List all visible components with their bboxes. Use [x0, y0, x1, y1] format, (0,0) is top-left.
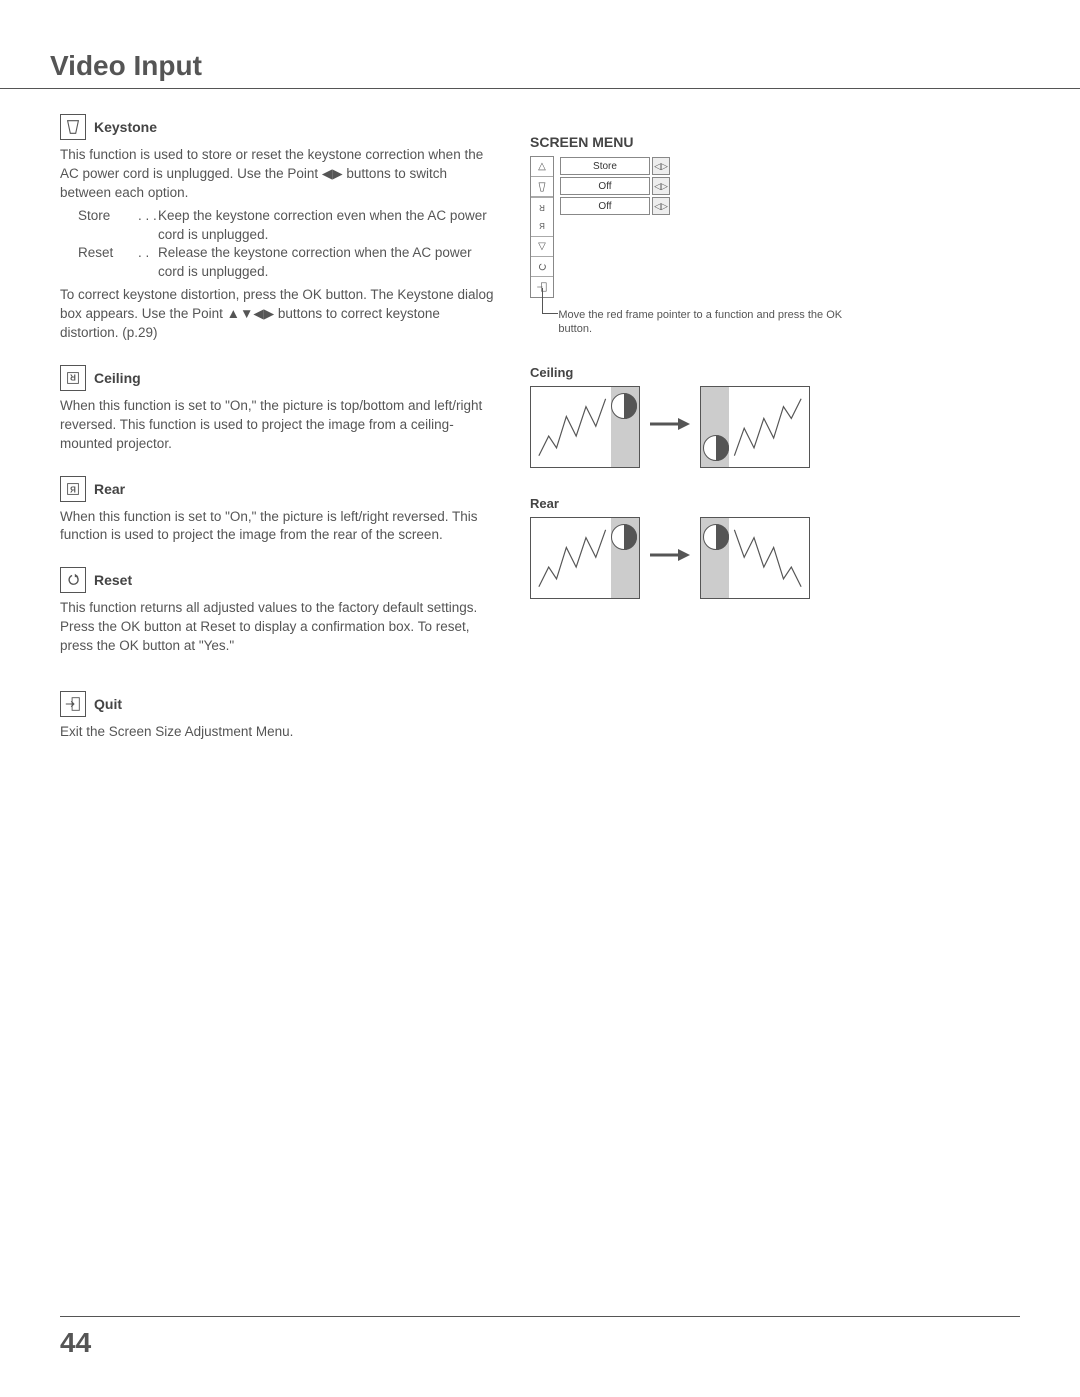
- screen-menu: △ R R ▽ Store ◁▷ Off ◁▷ Off ◁▷: [530, 156, 850, 298]
- quit-section: Quit Exit the Screen Size Adjustment Men…: [60, 691, 500, 742]
- ceiling-after: [700, 386, 810, 468]
- rear-diagram: [530, 517, 850, 599]
- ceiling-diagram: [530, 386, 850, 468]
- keystone-section: Keystone This function is used to store …: [60, 114, 500, 343]
- menu-note-wrap: Move the red frame pointer to a function…: [530, 308, 850, 337]
- quit-icon: [60, 691, 86, 717]
- right-column: SCREEN MENU △ R R ▽ Store ◁▷ Off ◁▷: [530, 114, 850, 764]
- sidebar-ceiling-icon[interactable]: R: [531, 197, 553, 217]
- bottom-rule: [60, 1316, 1020, 1317]
- keystone-outro: To correct keystone distortion, press th…: [60, 286, 500, 343]
- rear-section: R Rear When this function is set to "On,…: [60, 476, 500, 546]
- keystone-def-list: Store . . . Keep the keystone correction…: [78, 207, 500, 283]
- menu-arrows-icon[interactable]: ◁▷: [652, 177, 670, 195]
- rear-title: Rear: [94, 481, 125, 497]
- sidebar-down-icon[interactable]: ▽: [531, 237, 553, 257]
- reset-section: Reset This function returns all adjusted…: [60, 567, 500, 656]
- sidebar-reset-icon[interactable]: [531, 257, 553, 277]
- menu-row-store[interactable]: Store ◁▷: [560, 156, 670, 176]
- title-rule: [0, 88, 1080, 89]
- arrow-icon: [650, 545, 690, 570]
- menu-note: Move the red frame pointer to a function…: [558, 308, 850, 337]
- quit-title: Quit: [94, 696, 122, 712]
- content-columns: Keystone This function is used to store …: [60, 114, 1020, 764]
- menu-arrows-icon[interactable]: ◁▷: [652, 157, 670, 175]
- svg-text:R: R: [70, 372, 76, 381]
- menu-sidebar: △ R R ▽: [530, 156, 554, 298]
- menu-row-ceiling[interactable]: Off ◁▷: [560, 176, 670, 196]
- keystone-icon: [60, 114, 86, 140]
- arrow-icon: [650, 414, 690, 439]
- def-store: Store . . . Keep the keystone correction…: [78, 207, 500, 245]
- page-number: 44: [60, 1327, 91, 1359]
- keystone-title: Keystone: [94, 119, 157, 135]
- sidebar-up-icon[interactable]: △: [531, 157, 553, 177]
- ceiling-diagram-label: Ceiling: [530, 365, 850, 380]
- screen-menu-title: SCREEN MENU: [530, 134, 850, 150]
- sidebar-keystone-icon[interactable]: [531, 177, 553, 197]
- rear-body: When this function is set to "On," the p…: [60, 508, 500, 546]
- ceiling-body: When this function is set to "On," the p…: [60, 397, 500, 454]
- menu-row-rear[interactable]: Off ◁▷: [560, 196, 670, 216]
- def-reset: Reset . . Release the keystone correctio…: [78, 244, 500, 282]
- quit-body: Exit the Screen Size Adjustment Menu.: [60, 723, 500, 742]
- rear-after: [700, 517, 810, 599]
- menu-val-rear: Off: [560, 197, 650, 215]
- menu-arrows-icon[interactable]: ◁▷: [652, 197, 670, 215]
- menu-val-ceiling: Off: [560, 177, 650, 195]
- ceiling-before: [530, 386, 640, 468]
- left-column: Keystone This function is used to store …: [60, 114, 500, 764]
- menu-val-store: Store: [560, 157, 650, 175]
- ceiling-title: Ceiling: [94, 370, 141, 386]
- keystone-intro: This function is used to store or reset …: [60, 146, 500, 203]
- ceiling-section: R Ceiling When this function is set to "…: [60, 365, 500, 454]
- note-pointer-line: [542, 308, 558, 314]
- reset-title: Reset: [94, 572, 132, 588]
- svg-text:R: R: [70, 485, 76, 494]
- rear-diagram-label: Rear: [530, 496, 850, 511]
- sidebar-rear-icon[interactable]: R: [531, 217, 553, 237]
- reset-icon: [60, 567, 86, 593]
- rear-icon: R: [60, 476, 86, 502]
- page-title: Video Input: [50, 50, 1020, 82]
- rear-before: [530, 517, 640, 599]
- menu-main: Store ◁▷ Off ◁▷ Off ◁▷: [560, 156, 670, 216]
- reset-body: This function returns all adjusted value…: [60, 599, 500, 656]
- ceiling-icon: R: [60, 365, 86, 391]
